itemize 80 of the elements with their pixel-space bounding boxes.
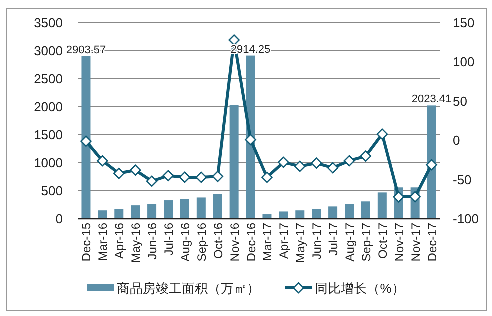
x-tick-label: Jul-16	[162, 222, 176, 256]
x-tick-label: Oct-17	[376, 222, 390, 260]
point	[212, 171, 224, 182]
x-tick-label: Apr-17	[277, 222, 292, 260]
point	[360, 150, 372, 162]
y-tick-label: 2000	[34, 100, 63, 114]
legend-label: 同比增长（%）	[315, 281, 405, 296]
point	[262, 172, 273, 184]
y-tick-label: 1500	[34, 128, 63, 142]
x-tick-label: May-16	[129, 222, 144, 264]
x-tick-label: Aug-17	[343, 222, 357, 262]
point	[80, 136, 92, 148]
point	[146, 176, 158, 188]
bar	[114, 209, 124, 219]
y-tick-label: 3000	[34, 44, 63, 58]
bar	[328, 206, 338, 219]
bar	[361, 202, 370, 219]
point	[179, 172, 191, 184]
data-label: 2903.57	[66, 44, 106, 56]
bar	[296, 210, 305, 219]
point	[327, 162, 339, 174]
x-tick-label: Dec-17	[425, 222, 440, 262]
y2-tick-label: -100	[453, 212, 480, 226]
point	[310, 158, 322, 169]
y2-tick-label: 0	[453, 133, 460, 148]
bar	[98, 210, 108, 219]
bar	[164, 200, 173, 219]
y-tick-label: 2500	[34, 72, 63, 86]
bar	[427, 106, 436, 219]
bar	[196, 198, 206, 219]
point	[393, 191, 405, 203]
y2-tick-label: -50	[453, 172, 472, 188]
x-tick-label: Nov-17	[408, 222, 423, 262]
point	[113, 168, 125, 180]
y-tick-label: 1000	[34, 156, 63, 170]
x-tick-label: Oct-16	[211, 222, 226, 260]
x-tick-label: Dec-16	[244, 222, 258, 262]
point	[278, 156, 290, 168]
point	[162, 170, 174, 182]
bar	[213, 194, 222, 219]
bar	[230, 105, 239, 219]
x-tick-label: Aug-16	[178, 222, 192, 262]
y-tick-label: 0	[56, 212, 63, 226]
y2-tick-label: 50	[453, 94, 468, 109]
y2-tick-label: 100	[453, 54, 475, 70]
x-tick-label: Sep-16	[194, 222, 209, 262]
x-tick-label: Sep-17	[359, 222, 374, 262]
y-tick-label: 500	[41, 184, 63, 198]
bar	[378, 192, 387, 219]
bar	[279, 212, 288, 219]
bar	[131, 206, 140, 219]
data-label: 2023.41	[412, 94, 452, 106]
x-tick-label: Nov-16	[228, 222, 242, 262]
x-tick-label: Nov-17	[392, 222, 406, 262]
bar	[82, 56, 91, 219]
x-tick-label: May-17	[294, 222, 308, 264]
y2-tick-label: 150	[453, 16, 475, 30]
x-tick-label: Jul-17	[326, 222, 341, 256]
x-tick-label: Apr-16	[112, 222, 127, 260]
point	[410, 191, 421, 203]
x-tick-label: Jun-17	[310, 222, 324, 260]
point	[294, 160, 306, 172]
legend-label: 商品房竣工面积（万㎡）	[117, 281, 260, 296]
y-tick-label: 3500	[34, 16, 63, 30]
bar	[180, 199, 190, 219]
x-tick-label: Mar-17	[260, 222, 275, 262]
x-tick-label: Dec-15	[80, 222, 94, 262]
bar	[345, 204, 354, 219]
point	[376, 128, 388, 140]
point	[97, 155, 108, 167]
point	[196, 172, 208, 184]
bar	[312, 209, 322, 219]
point	[245, 134, 256, 146]
point	[426, 159, 438, 171]
point	[130, 164, 142, 176]
x-tick-label: Jun-16	[146, 222, 160, 260]
point	[344, 155, 356, 167]
bar	[148, 204, 157, 219]
x-tick-label: Mar-16	[96, 222, 110, 262]
point	[228, 34, 240, 46]
